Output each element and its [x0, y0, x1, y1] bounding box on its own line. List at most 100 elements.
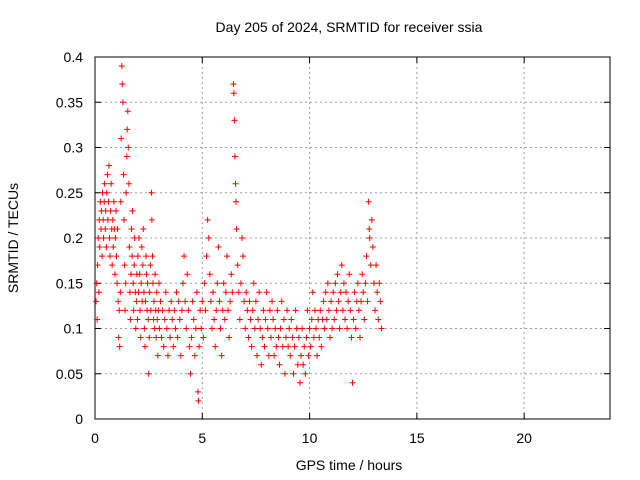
y-tick-label: 0.3 — [64, 140, 84, 156]
data-point — [200, 334, 207, 341]
data-point — [127, 316, 134, 323]
grid-lines — [95, 57, 610, 419]
data-point — [289, 334, 296, 341]
data-point — [259, 334, 266, 341]
data-point — [134, 253, 141, 260]
data-point — [95, 289, 102, 296]
data-point — [344, 325, 351, 332]
data-point — [364, 298, 371, 305]
data-point — [318, 343, 325, 350]
data-point — [365, 198, 372, 205]
data-point — [221, 316, 228, 323]
data-point — [337, 289, 344, 296]
data-point — [246, 298, 253, 305]
data-point — [125, 144, 132, 151]
data-point — [154, 352, 161, 359]
data-point — [124, 126, 131, 133]
data-point — [293, 325, 300, 332]
data-point — [168, 298, 175, 305]
data-point — [141, 325, 148, 332]
data-point — [347, 307, 354, 314]
data-point — [280, 316, 287, 323]
data-point — [201, 280, 208, 287]
data-point — [166, 307, 173, 314]
data-point — [102, 225, 109, 232]
data-point — [232, 180, 239, 187]
data-point — [273, 343, 280, 350]
data-point — [141, 343, 148, 350]
data-point — [116, 307, 123, 314]
data-point — [126, 244, 133, 251]
data-point — [240, 253, 247, 260]
data-point — [164, 352, 171, 359]
data-point — [122, 280, 129, 287]
data-point — [328, 298, 335, 305]
data-point — [130, 307, 137, 314]
data-point — [198, 325, 205, 332]
data-point — [138, 244, 145, 251]
data-point — [128, 225, 135, 232]
data-point — [286, 325, 293, 332]
data-point — [247, 316, 254, 323]
data-point — [375, 316, 382, 323]
x-tick-label: 10 — [302, 430, 318, 446]
data-point — [111, 271, 118, 278]
data-point — [301, 343, 308, 350]
data-point — [211, 316, 218, 323]
data-point — [207, 298, 214, 305]
data-point — [235, 289, 242, 296]
data-point — [156, 325, 163, 332]
data-point — [336, 325, 343, 332]
data-point — [285, 343, 292, 350]
data-point — [143, 271, 150, 278]
y-tick-label: 0.1 — [64, 321, 84, 337]
data-point — [241, 298, 248, 305]
data-point — [277, 325, 284, 332]
data-point — [135, 235, 142, 241]
data-point — [376, 280, 383, 287]
data-point — [137, 307, 144, 314]
data-point — [188, 334, 195, 341]
data-point — [205, 235, 212, 241]
data-point — [272, 325, 279, 332]
data-point — [142, 298, 149, 305]
data-point — [103, 244, 110, 251]
data-point — [340, 280, 347, 287]
data-point — [351, 289, 358, 296]
data-point — [95, 235, 102, 241]
data-point — [326, 334, 333, 341]
data-point — [332, 280, 339, 287]
data-point — [219, 307, 226, 314]
data-point — [275, 334, 282, 341]
data-point — [185, 307, 192, 314]
data-point — [290, 370, 297, 377]
data-points — [93, 63, 385, 404]
x-tick-label: 15 — [409, 430, 425, 446]
data-point — [254, 352, 261, 359]
data-point — [192, 325, 199, 332]
data-point — [187, 370, 194, 377]
x-axis-title: GPS time / hours — [296, 457, 403, 473]
data-point — [244, 307, 251, 314]
data-point — [149, 253, 156, 260]
data-point — [208, 325, 215, 332]
data-point — [242, 325, 249, 332]
x-tick-label: 20 — [516, 430, 532, 446]
data-point — [343, 289, 350, 296]
data-point — [113, 253, 120, 260]
data-point — [145, 370, 152, 377]
data-point — [132, 325, 139, 332]
data-point — [174, 334, 181, 341]
data-point — [230, 90, 237, 97]
data-point — [316, 334, 323, 341]
data-point — [306, 325, 313, 332]
data-point — [321, 325, 328, 332]
x-tick-label: 0 — [91, 430, 99, 446]
data-point — [366, 235, 373, 241]
data-point — [181, 253, 188, 260]
data-point — [262, 316, 269, 323]
data-point — [125, 180, 132, 187]
data-point — [368, 216, 375, 223]
data-point — [269, 298, 276, 305]
data-point — [363, 253, 370, 260]
